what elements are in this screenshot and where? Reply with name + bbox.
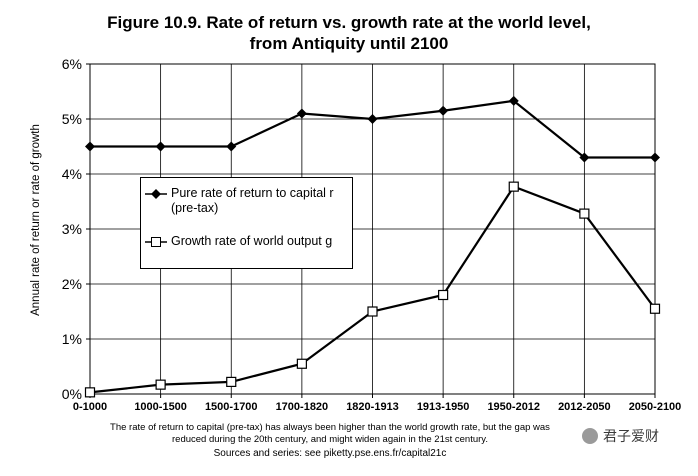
data-point-growth xyxy=(508,181,519,192)
data-point-growth xyxy=(649,303,661,314)
data-point-return xyxy=(85,141,95,152)
x-tick-label: 0-1000 xyxy=(73,401,107,413)
x-tick-label: 1700-1820 xyxy=(276,401,329,413)
chart-note: The rate of return to capital (pre-tax) … xyxy=(100,422,560,446)
y-tick-label: 6% xyxy=(62,56,82,72)
y-tick-label: 4% xyxy=(62,166,82,182)
x-tick-label: 1820-1913 xyxy=(346,401,399,413)
x-tick-label: 1000-1500 xyxy=(134,401,187,413)
data-point-return xyxy=(296,108,307,119)
chart-legend: Pure rate of return to capital r (pre-ta… xyxy=(140,177,353,269)
chart-note-line1: The rate of return to capital (pre-tax) … xyxy=(110,422,550,433)
data-point-return xyxy=(367,114,378,124)
y-tick-label: 3% xyxy=(62,221,82,237)
legend-label-return-line1: Pure rate of return to capital r xyxy=(171,186,334,200)
chart-note-line2: reduced during the 20th century, and mig… xyxy=(172,434,488,445)
x-tick-label: 1500-1700 xyxy=(205,401,258,413)
wechat-icon xyxy=(582,428,598,444)
legend-label-growth: Growth rate of world output g xyxy=(171,234,333,248)
watermark: 君子爱财 xyxy=(582,426,659,446)
y-tick-label: 2% xyxy=(62,276,82,292)
data-point-return xyxy=(155,141,166,152)
legend-marker-square xyxy=(145,237,167,247)
chart-source: Sources and series: see piketty.pse.ens.… xyxy=(213,448,447,459)
data-point-growth xyxy=(438,289,449,301)
x-tick-label: 1950-2012 xyxy=(487,401,540,413)
legend-label-return-line2: (pre-tax) xyxy=(171,201,219,215)
legend-label-return: Pure rate of return to capital r (pre-ta… xyxy=(171,186,334,216)
data-point-return xyxy=(438,105,449,116)
data-point-return xyxy=(650,152,660,163)
legend-marker-diamond xyxy=(145,189,167,199)
x-tick-label: 2050-2100 xyxy=(629,401,682,413)
watermark-text: 君子爱财 xyxy=(603,428,659,444)
data-point-growth xyxy=(367,306,378,317)
data-point-growth xyxy=(296,358,307,369)
data-point-growth xyxy=(84,387,96,398)
x-tick-label: 1913-1950 xyxy=(417,401,470,413)
data-point-growth xyxy=(579,208,590,219)
data-point-return xyxy=(579,152,590,163)
data-point-return xyxy=(508,95,519,106)
chart-title-line2: from Antiquity until 2100 xyxy=(249,34,449,53)
y-tick-label: 1% xyxy=(62,331,82,347)
chart-title-line1: Figure 10.9. Rate of return vs. growth r… xyxy=(107,13,591,32)
y-tick-label: 0% xyxy=(62,386,82,402)
y-tick-label: 5% xyxy=(62,111,82,127)
data-point-growth xyxy=(155,379,166,390)
data-point-growth xyxy=(226,376,237,387)
x-tick-label: 2012-2050 xyxy=(558,401,611,413)
chart-title: Figure 10.9. Rate of return vs. growth r… xyxy=(0,12,698,54)
data-point-return xyxy=(226,141,237,152)
